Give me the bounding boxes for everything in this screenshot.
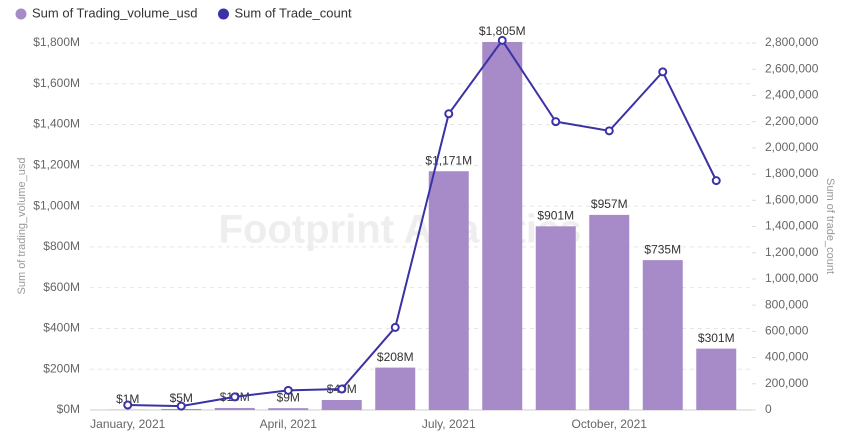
y2-tick-label: 600,000 [765,324,809,338]
y2-axis-title: Sum of trade_count [824,178,836,274]
bar-label: $901M [537,208,574,222]
line-point [176,401,186,411]
y-tick-label: $600M [43,280,80,294]
line-point [283,385,293,395]
bar [321,400,362,410]
line-point [123,400,133,410]
line-point [230,392,240,402]
y2-tick-label: 1,800,000 [765,166,819,180]
y-tick-label: $200M [43,361,80,375]
y2-tick-label: 2,000,000 [765,140,819,154]
bar-label: $5M [170,391,193,405]
line-point [551,117,561,127]
line [127,38,718,408]
y2-tick-label: 2,800,000 [765,35,819,49]
legend-swatch [15,8,27,20]
y-tick-label: $1,600M [33,76,80,90]
y2-tick-label: 2,400,000 [765,88,819,102]
y-tick-label: $1,000M [33,198,80,212]
y-tick-label: $800M [43,239,80,253]
bar [214,407,255,410]
bar [268,408,309,410]
line-point [337,384,347,394]
y-tick-label: $0M [57,402,80,416]
y-tick-label: $1,800M [33,35,80,49]
y2-tick-label: 0 [765,402,772,416]
line-point [604,126,614,136]
y2-tick-label: 1,200,000 [765,245,819,259]
bar [696,348,737,410]
bar-label: $1,805M [479,24,526,38]
bar [535,226,576,410]
y-tick-label: $1,200M [33,158,80,172]
x-tick-label: January, 2021 [90,417,165,431]
y2-tick-label: 1,000,000 [765,271,819,285]
bar [375,367,416,410]
bar-label: $1M [116,392,139,406]
line-point [711,176,721,186]
y2-tick-label: 1,400,000 [765,219,819,233]
legend-swatch [217,8,229,20]
y-tick-label: $1,400M [33,117,80,131]
y2-tick-label: 200,000 [765,376,809,390]
y2-tick-label: 2,600,000 [765,61,819,75]
legend-label: Sum of Trading_volume_usd [32,5,197,20]
bar [428,171,469,410]
bar [482,41,523,410]
bar [642,260,683,410]
y-tick-label: $400M [43,321,80,335]
bar [589,214,630,410]
x-tick-label: October, 2021 [572,417,648,431]
bar-label: $957M [591,197,628,211]
bar-label: $735M [644,242,681,256]
bar-label: $1,171M [425,153,472,167]
x-tick-label: April, 2021 [260,417,318,431]
y2-tick-label: 800,000 [765,297,809,311]
line-point [444,109,454,119]
line-point [658,67,668,77]
bar-label: $301M [698,331,735,345]
y2-tick-label: 400,000 [765,350,809,364]
legend-label: Sum of Trade_count [234,5,351,20]
y2-tick-label: 2,200,000 [765,114,819,128]
bar-label: $208M [377,350,414,364]
y2-tick-label: 1,600,000 [765,192,819,206]
x-tick-label: July, 2021 [422,417,476,431]
bar-label: $9M [277,390,300,404]
y-axis-title: Sum of trading_volume_usd [16,158,28,295]
line-point [390,322,400,332]
watermark: Footprint Analytics [219,208,582,252]
line-point [497,35,507,45]
